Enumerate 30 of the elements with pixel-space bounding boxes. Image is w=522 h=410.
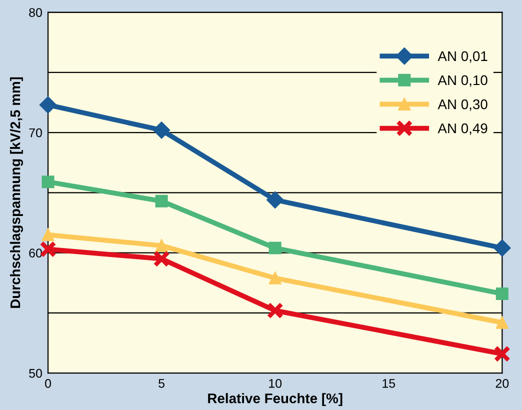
point — [153, 122, 170, 139]
point — [266, 302, 284, 319]
point — [494, 239, 511, 257]
legend-label: AN 0,30 — [438, 99, 488, 111]
legend-label: AN 0,10 — [438, 75, 488, 87]
x-axis-title: Relative Feuchte [%] — [208, 393, 342, 406]
point — [155, 239, 168, 252]
x-tick-label: 0 — [45, 378, 52, 388]
legend-label: AN 0,01 — [438, 51, 488, 63]
point — [266, 191, 284, 208]
y-tick-label: 80 — [29, 8, 42, 17]
y-axis-title: Durchschlagspannung [kV/2,5 mm] — [10, 77, 24, 308]
point — [42, 228, 54, 242]
y-tick-label: 50 — [29, 368, 42, 378]
y-tick-label: 60 — [29, 248, 42, 258]
point — [496, 316, 508, 329]
y-tick-label: 70 — [29, 128, 42, 138]
point — [268, 242, 282, 254]
point — [155, 194, 168, 208]
point — [42, 176, 54, 188]
point — [153, 250, 170, 268]
point — [496, 287, 508, 300]
point — [39, 96, 57, 114]
point — [494, 346, 510, 362]
x-tick-label: 5 — [158, 379, 165, 388]
x-tick-label: 10 — [269, 378, 282, 388]
point — [268, 272, 282, 284]
x-tick-label: 20 — [496, 378, 509, 388]
legend-label: AN 0,49 — [438, 123, 488, 135]
x-tick-label: 15 — [382, 379, 396, 388]
